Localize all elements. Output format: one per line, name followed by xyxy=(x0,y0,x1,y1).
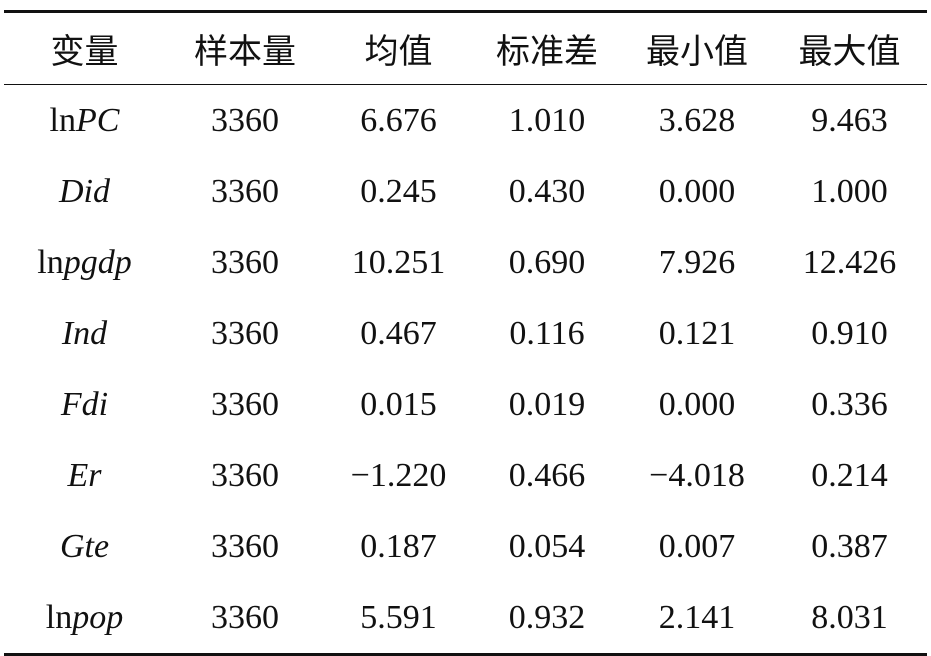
data-row: Fdi 3360 0.015 0.019 0.000 0.336 xyxy=(4,369,927,440)
data-row: lnPC 3360 6.676 1.010 3.628 9.463 xyxy=(4,85,927,157)
variable-name: Gte xyxy=(59,527,110,565)
value-cell: 0.932 xyxy=(508,598,586,636)
value-cell: 1.000 xyxy=(811,172,888,210)
value-cell: 0.336 xyxy=(811,385,888,423)
value-cell: 1.010 xyxy=(508,101,586,139)
header-cell: 标准差 xyxy=(496,34,598,71)
value-cell: 3360 xyxy=(211,527,279,565)
variable-prefix: ln xyxy=(45,598,73,636)
header-cell: 变量 xyxy=(50,34,119,71)
value-cell: 0.000 xyxy=(658,172,736,210)
value-cell: 0.121 xyxy=(658,314,736,352)
variable-prefix: ln xyxy=(49,101,76,139)
data-row: Gte 3360 0.187 0.054 0.007 0.387 xyxy=(4,511,927,582)
variable-name: Fdi xyxy=(60,385,109,423)
variable-cell: lnpop xyxy=(4,582,165,655)
data-row: lnpgdp 3360 10.251 0.690 7.926 12.426 xyxy=(4,227,927,298)
variable-cell: Fdi xyxy=(4,369,165,440)
value-cell: 0.467 xyxy=(360,314,437,352)
value-cell: 0.245 xyxy=(360,172,437,210)
variable-cell: Ind xyxy=(4,298,165,369)
value-cell: 0.430 xyxy=(508,172,586,210)
value-cell: 0.910 xyxy=(811,314,888,352)
header-cell: 均值 xyxy=(364,34,433,71)
variable-cell: Gte xyxy=(4,511,165,582)
value-cell: 3360 xyxy=(211,172,279,210)
data-row: Er 3360 −1.220 0.466 −4.018 0.214 xyxy=(4,440,927,511)
variable-cell: lnpgdp xyxy=(4,227,165,298)
header-cell: 样本量 xyxy=(194,34,296,71)
value-cell: 8.031 xyxy=(811,598,888,636)
data-row: Ind 3360 0.467 0.116 0.121 0.910 xyxy=(4,298,927,369)
variable-prefix: ln xyxy=(37,243,64,281)
value-cell: 3360 xyxy=(211,385,279,423)
data-row: Did 3360 0.245 0.430 0.000 1.000 xyxy=(4,156,927,227)
value-cell: 0.387 xyxy=(811,527,888,565)
value-cell: −4.018 xyxy=(649,456,745,494)
value-cell: 3360 xyxy=(211,243,279,281)
variable-cell: Er xyxy=(4,440,165,511)
value-cell: 0.000 xyxy=(658,385,736,423)
data-row: lnpop 3360 5.591 0.932 2.141 8.031 xyxy=(4,582,927,655)
variable-name: pop xyxy=(72,598,124,636)
value-cell: 9.463 xyxy=(811,101,888,139)
value-cell: 3360 xyxy=(211,101,279,139)
value-cell: 0.007 xyxy=(658,527,736,565)
value-cell: 3360 xyxy=(211,314,279,352)
variable-name: PC xyxy=(76,101,120,139)
value-cell: −1.220 xyxy=(350,456,447,494)
variable-name: pgdp xyxy=(63,243,132,281)
header-cell: 最小值 xyxy=(646,34,748,71)
value-cell: 0.019 xyxy=(508,385,586,423)
value-cell: 7.926 xyxy=(658,243,736,281)
header-cell: 最大值 xyxy=(798,34,901,71)
value-cell: 3.628 xyxy=(658,101,736,139)
value-cell: 10.251 xyxy=(351,243,446,281)
value-cell: 0.214 xyxy=(811,456,888,494)
stats-table: 变量 样本量 均值 标准差 最小值 最大值 lnPC 3360 6.676 1.010 3.628… xyxy=(4,10,927,656)
value-cell: 0.466 xyxy=(508,456,586,494)
value-cell: 0.690 xyxy=(508,243,586,281)
value-cell: 3360 xyxy=(211,598,279,636)
value-cell: 0.054 xyxy=(508,527,586,565)
variable-name: Did xyxy=(59,172,110,210)
value-cell: 0.187 xyxy=(360,527,437,565)
variable-cell: lnPC xyxy=(4,85,165,157)
value-cell: 3360 xyxy=(211,456,279,494)
value-cell: 2.141 xyxy=(658,598,736,636)
value-cell: 5.591 xyxy=(360,598,437,636)
variable-cell: Did xyxy=(4,156,165,227)
variable-name: Ind xyxy=(61,314,108,352)
variable-name: Er xyxy=(67,456,102,494)
value-cell: 0.116 xyxy=(509,314,585,352)
header-row: 变量 样本量 均值 标准差 最小值 最大值 xyxy=(4,11,927,85)
value-cell: 6.676 xyxy=(360,101,437,139)
value-cell: 0.015 xyxy=(360,385,437,423)
value-cell: 12.426 xyxy=(802,243,897,281)
